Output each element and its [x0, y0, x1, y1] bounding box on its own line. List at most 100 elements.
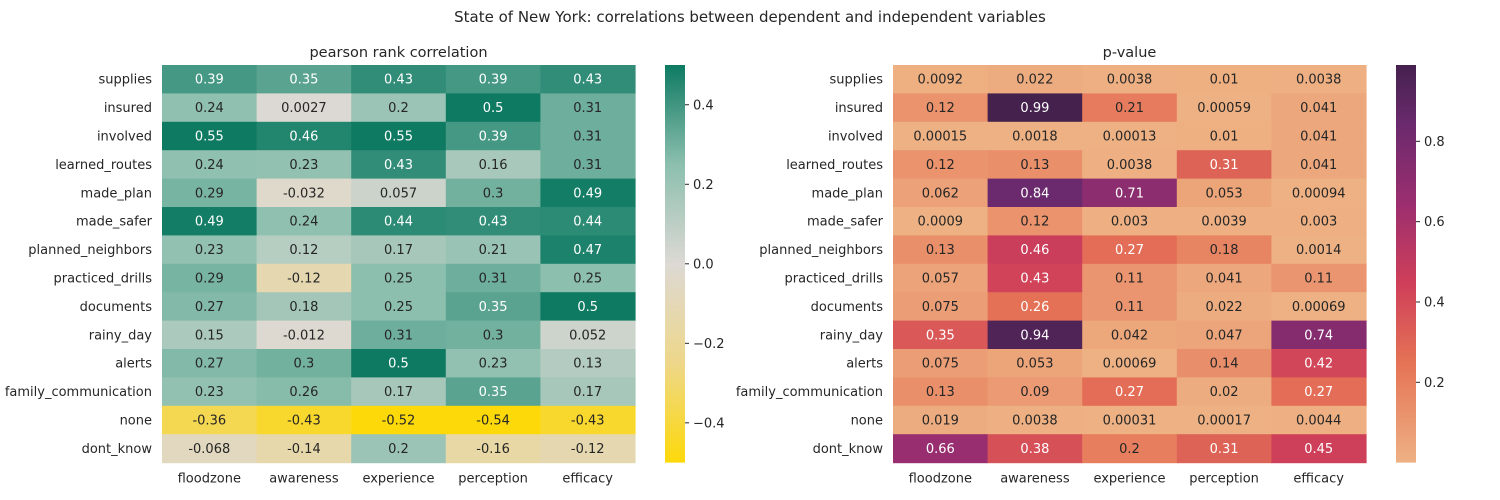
cell-value-label: 0.12 [926, 101, 955, 116]
correlation-heatmap-panel: pearson rank correlation 0.39 0.35 0.43 0.39… [5, 45, 725, 487]
y-tick-label: practiced_drills [784, 272, 883, 287]
heatmap-cell [540, 292, 636, 322]
y-tick-label: insured [835, 101, 883, 116]
cell-value-label: 0.27 [1115, 385, 1144, 400]
heatmap-cell [1082, 434, 1178, 464]
heatmap-cell [256, 150, 352, 180]
cell-value-label: 0.16 [479, 158, 508, 173]
cell-value-label: 0.041 [1300, 130, 1337, 145]
heatmap-cell [351, 434, 447, 464]
cell-value-label: 0.23 [195, 385, 224, 400]
y-tick-label: none [851, 414, 883, 429]
heatmap-cell [1271, 150, 1367, 180]
heatmap-cell [256, 207, 352, 236]
cell-value-label: 0.35 [479, 300, 508, 315]
heatmap-cell [256, 93, 352, 123]
cell-value-label: 0.13 [926, 385, 955, 400]
cell-value-label: -0.12 [571, 442, 605, 457]
cell-value-label: 0.14 [1210, 357, 1239, 372]
heatmap-cell [540, 65, 636, 94]
cell-value-label: 0.0027 [281, 101, 327, 116]
cell-value-label: 0.27 [195, 300, 224, 315]
heatmap-cell [445, 178, 541, 208]
heatmap-cell [445, 235, 541, 265]
heatmap-cell [1082, 65, 1178, 94]
heatmap-cell [1176, 434, 1272, 464]
cell-value-label: 0.3 [483, 186, 504, 201]
cell-value-label: 0.31 [1210, 158, 1239, 173]
heatmap-cell [256, 178, 352, 208]
cell-value-label: 0.44 [384, 215, 413, 230]
heatmap-cell [540, 150, 636, 180]
heatmap-cell [1176, 292, 1272, 322]
figure-title: State of New York: correlations between … [454, 8, 1046, 26]
cell-value-label: -0.54 [476, 414, 510, 429]
heatmap-cell [540, 207, 636, 236]
y-tick-label: supplies [829, 73, 883, 88]
y-tick-label: made_safer [76, 215, 153, 230]
cell-value-label: 0.21 [479, 243, 508, 258]
cell-value-label: 0.13 [573, 357, 602, 372]
heatmap-cell [540, 235, 636, 265]
heatmap-cell [1176, 377, 1272, 407]
y-tick-label: involved [828, 130, 883, 145]
cell-value-label: -0.36 [192, 414, 226, 429]
heatmap-cell [162, 405, 258, 435]
heatmap-cell [445, 150, 541, 180]
colorbar [1396, 65, 1416, 463]
heatmap-cell [540, 263, 636, 293]
x-tick-label: awareness [1000, 472, 1070, 487]
heatmap-cell [1271, 434, 1367, 464]
cell-value-label: -0.16 [476, 442, 510, 457]
heatmap-cell [987, 320, 1083, 350]
y-tick-label: insured [104, 101, 152, 116]
cell-value-label: 0.12 [289, 243, 318, 258]
cell-value-label: 0.55 [195, 130, 224, 145]
heatmap-cell [987, 207, 1083, 236]
colorbar-tick-label: 0.2 [693, 178, 714, 193]
heatmap-cell [162, 93, 258, 123]
heatmap-cell [162, 377, 258, 407]
cell-value-label: 0.2 [388, 101, 409, 116]
y-tick-label: dont_know [813, 442, 884, 457]
heatmap-cell [893, 434, 989, 464]
cell-value-label: 0.43 [479, 215, 508, 230]
pvalue-heatmap-panel: p-value 0.0092 0.022 0.0038 0.01 0.0038 0.12 0.… [736, 45, 1445, 487]
heatmap-cell [351, 320, 447, 350]
y-tick-label: family_communication [5, 385, 152, 400]
cell-value-label: 0.47 [573, 243, 602, 258]
heatmap-cell [445, 349, 541, 378]
heatmap-cell [256, 349, 352, 378]
heatmap-cell [1176, 150, 1272, 180]
x-tick-label: perception [458, 472, 528, 487]
cell-value-label: 0.46 [289, 130, 318, 145]
cell-value-label: -0.012 [283, 328, 325, 343]
cell-value-label: 0.49 [195, 215, 224, 230]
heatmap-cell [162, 235, 258, 265]
x-tick-label: awareness [269, 472, 339, 487]
y-tick-label: made_plan [81, 186, 152, 201]
cell-value-label: 0.13 [926, 243, 955, 258]
heatmap-cell [893, 320, 989, 350]
cell-value-label: 0.075 [922, 357, 959, 372]
cell-value-label: 0.31 [573, 158, 602, 173]
heatmap-cell [1176, 405, 1272, 435]
cell-value-label: 0.01 [1210, 130, 1239, 145]
cell-value-label: 0.27 [1304, 385, 1333, 400]
heatmap-cell [256, 292, 352, 322]
y-tick-label: documents [80, 300, 153, 315]
heatmap-cell [987, 292, 1083, 322]
cell-value-label: 0.39 [479, 130, 508, 145]
cell-value-label: 0.29 [195, 272, 224, 287]
y-tick-label: dont_know [82, 442, 153, 457]
heatmap-cell [540, 377, 636, 407]
x-tick-label: experience [362, 472, 434, 487]
colorbar-tick-label: 0.8 [1424, 135, 1445, 150]
cell-value-label: 0.2 [1119, 442, 1140, 457]
heatmap-cell [893, 377, 989, 407]
y-tick-label: rainy_day [820, 328, 884, 343]
cell-value-label: 0.057 [380, 186, 417, 201]
heatmap-cell [1271, 320, 1367, 350]
heatmap-cell [445, 263, 541, 293]
cell-value-label: 0.35 [289, 73, 318, 88]
